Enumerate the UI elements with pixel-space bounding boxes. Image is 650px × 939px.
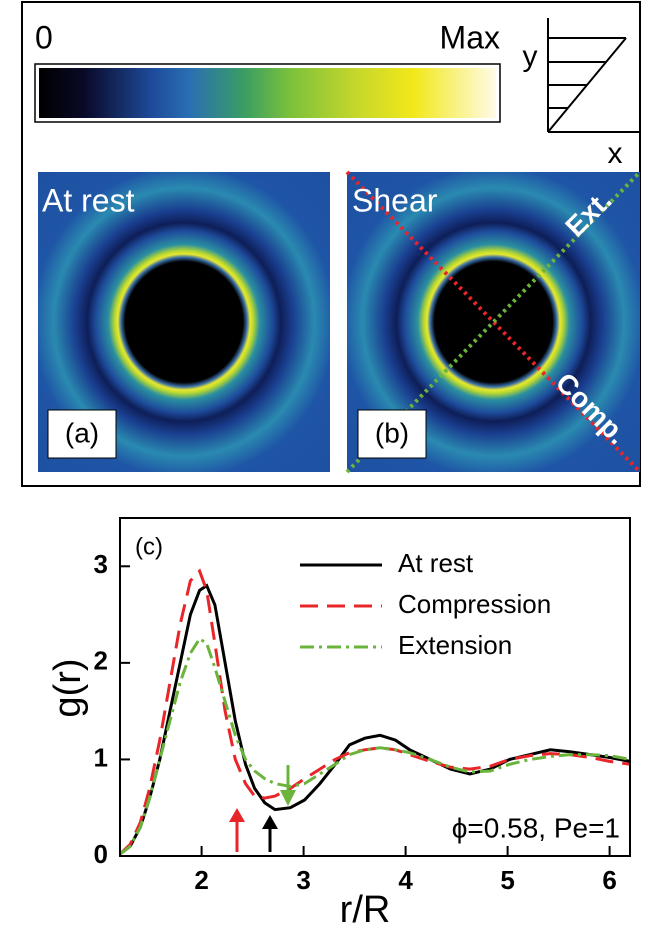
series-line [119, 583, 631, 856]
plot-frame [119, 517, 631, 857]
arrows [229, 765, 296, 852]
axis-x-label: x [608, 137, 623, 170]
image-title: Shear [352, 182, 438, 218]
colorbar-frame [34, 63, 501, 123]
plot-c: 0 1 2 3 2 3 4 5 6 At rest Compression Extension (c) ϕ… [47, 533, 631, 931]
panel-label: (c) [135, 533, 163, 560]
y-tick-label: 0 [94, 839, 108, 869]
x-tick-label: 3 [296, 865, 310, 895]
axis-y-label: y [523, 40, 538, 73]
colorbar-max: Max [440, 19, 500, 55]
annotation: ϕ=0.58, Pe=1 [452, 812, 620, 843]
image-title: At rest [42, 182, 135, 218]
x-axis-label: r/R [340, 889, 391, 931]
x-tick-label: 6 [602, 865, 616, 895]
image-label: (a) [65, 417, 99, 448]
y-tick-label: 3 [94, 549, 108, 579]
y-tick-label: 1 [94, 742, 108, 772]
x-tick-label: 4 [398, 865, 413, 895]
legend-label: Extension [398, 630, 512, 660]
label-box [47, 409, 117, 459]
colorbar [39, 68, 496, 118]
legend-label: At rest [398, 548, 474, 578]
y-tick-label: 2 [94, 646, 108, 676]
x-tick-label: 5 [500, 865, 514, 895]
shear-diagram [547, 18, 640, 133]
label-box [357, 409, 427, 459]
series-line [119, 636, 631, 856]
legend-label: Compression [398, 589, 551, 619]
x-tick-label: 2 [194, 865, 208, 895]
image-label: (b) [375, 417, 409, 448]
colorbar-min: 0 [35, 19, 53, 55]
y-axis-label: g(r) [47, 658, 89, 717]
